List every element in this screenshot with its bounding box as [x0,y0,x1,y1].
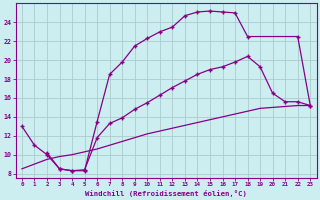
X-axis label: Windchill (Refroidissement éolien,°C): Windchill (Refroidissement éolien,°C) [85,190,247,197]
